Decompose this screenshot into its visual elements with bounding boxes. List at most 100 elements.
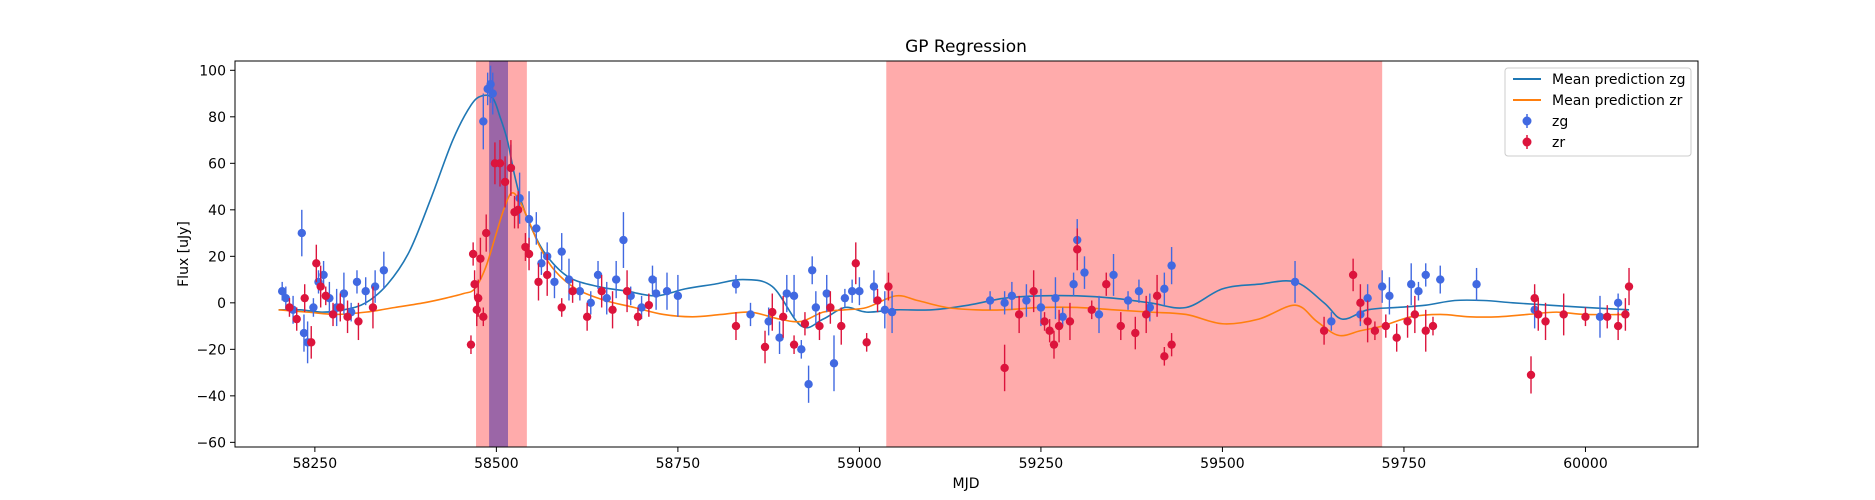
point-zg [1613, 298, 1623, 308]
point-zr [1559, 310, 1568, 319]
point-zr [1065, 317, 1075, 326]
point-zg [1007, 291, 1017, 301]
point-zr [472, 305, 481, 315]
point-zr [470, 280, 479, 289]
point-zr [1428, 321, 1438, 331]
chart-title: GP Regression [905, 37, 1027, 57]
point-zg [782, 289, 792, 298]
point-zg [731, 280, 741, 289]
point-zr [862, 338, 871, 347]
point-zg [1036, 303, 1046, 312]
point-zg [488, 89, 497, 98]
point-zr [608, 305, 617, 315]
point-zr [1045, 326, 1054, 335]
point-zr [597, 287, 606, 296]
point-zr [285, 303, 294, 312]
point-zg [593, 270, 603, 280]
point-zr [316, 282, 325, 291]
point-zg [855, 287, 864, 296]
point-zr [1000, 363, 1009, 373]
point-zg [1094, 310, 1104, 319]
point-zg [297, 228, 306, 238]
point-zg [379, 266, 389, 275]
point-zg [804, 380, 813, 389]
point-zr [1160, 352, 1169, 361]
point-zr [557, 303, 566, 312]
point-zg [880, 305, 890, 315]
point-zr [354, 317, 363, 326]
point-zg [1436, 275, 1445, 284]
point-zr [292, 314, 301, 324]
point-zr [1073, 245, 1082, 254]
point-zg [1472, 280, 1481, 289]
shaded-region-2 [886, 61, 1383, 447]
point-zr [543, 270, 552, 280]
point-zg [775, 333, 784, 342]
point-zg [811, 303, 821, 312]
point-zr [568, 287, 577, 296]
point-zg [1363, 293, 1372, 303]
point-zg [985, 296, 995, 305]
point-zr [312, 259, 321, 268]
legend: Mean prediction zg Mean prediction zr zg… [1504, 67, 1692, 157]
point-zr [1603, 312, 1612, 321]
point-zg [822, 289, 831, 298]
point-zg [575, 287, 585, 296]
point-zg [1167, 261, 1176, 270]
point-zr [513, 205, 523, 215]
point-zr [336, 303, 345, 312]
legend-label-mean-zg: Mean prediction zg [1552, 72, 1686, 88]
x-tick-label: 59250 [1019, 456, 1064, 472]
point-zr [321, 291, 330, 301]
point-zg [611, 275, 621, 284]
y-tick-label: 80 [208, 110, 226, 126]
point-zr [778, 312, 788, 321]
point-zg [887, 307, 897, 317]
point-zr [1403, 317, 1412, 326]
legend-box [1504, 67, 1692, 157]
point-zr [1319, 326, 1329, 335]
point-zr [1541, 317, 1550, 326]
y-tick-label: −20 [196, 342, 226, 358]
legend-label-mean-zr: Mean prediction zr [1552, 93, 1683, 109]
point-zg [1051, 293, 1060, 303]
point-zg [486, 80, 495, 89]
point-zr [466, 340, 476, 349]
point-zr [1152, 291, 1162, 301]
point-zr [837, 321, 846, 331]
point-zr [731, 321, 741, 331]
point-zg [1377, 282, 1387, 291]
point-zr [1141, 310, 1151, 319]
point-zr [1410, 310, 1420, 319]
x-tick-label: 60000 [1563, 456, 1608, 472]
point-zg [1058, 312, 1067, 321]
line-mean-prediction-zg [278, 94, 1630, 329]
x-tick-label: 59750 [1382, 456, 1427, 472]
point-zg [564, 275, 574, 284]
point-zr [826, 303, 835, 312]
point-zg [537, 259, 546, 268]
point-zr [476, 254, 485, 263]
point-zr [1392, 333, 1401, 342]
point-zr [328, 310, 338, 319]
point-zg [637, 303, 646, 312]
point-zr [851, 259, 860, 268]
line-mean-prediction-zr [278, 192, 1630, 337]
point-zg [1080, 268, 1089, 277]
point-zr [1102, 280, 1111, 289]
point-zg [277, 287, 287, 296]
point-zg [1327, 317, 1336, 326]
x-tick-label: 59000 [837, 456, 882, 472]
point-zg [479, 117, 488, 126]
point-zg [808, 266, 817, 275]
point-zr [1054, 321, 1064, 331]
point-zr [1421, 326, 1430, 335]
point-zg [532, 224, 541, 233]
point-zr [1049, 340, 1059, 349]
x-axis-label: MJD [953, 476, 980, 492]
point-zr [789, 340, 799, 349]
point-zr [479, 312, 488, 321]
point-zr [644, 300, 654, 310]
y-tick-label: 0 [217, 296, 226, 312]
point-zg [1407, 280, 1416, 289]
